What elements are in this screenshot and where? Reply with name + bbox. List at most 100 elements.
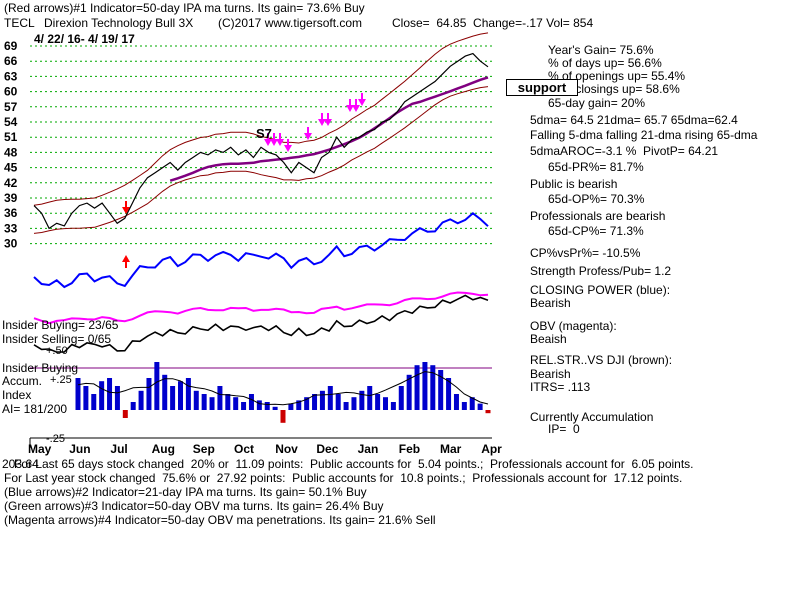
accum-bar	[193, 390, 199, 410]
obv-label: OBV (magenta):	[530, 319, 617, 333]
magenta-arrow-0	[264, 133, 272, 146]
pr-percent: 65d-PR%= 81.7%	[548, 160, 644, 174]
y-tick-69: 69	[4, 39, 18, 53]
accumulation-status: Currently Accumulation	[530, 410, 654, 424]
chart-series	[33, 32, 489, 353]
accum-minus25: -.25	[46, 433, 65, 445]
accum-bar	[422, 362, 428, 410]
accum-bar	[272, 406, 278, 410]
signal-arrows	[122, 93, 366, 268]
accum-bar	[319, 390, 325, 410]
red-arrow-down	[122, 201, 130, 214]
accum-plus25: +.25	[50, 374, 72, 386]
accum-bar	[296, 400, 302, 410]
gain-65: 65-day gain= 20%	[548, 96, 646, 110]
y-tick-45: 45	[4, 161, 18, 175]
accum-bar	[461, 402, 467, 410]
magenta-arrow-5	[318, 113, 326, 126]
accum-bar	[225, 394, 231, 410]
accum-ma-line	[77, 371, 489, 406]
accum-bar	[75, 378, 81, 410]
accum-bar	[312, 394, 318, 410]
accum-bar	[335, 394, 341, 410]
accum-bar	[114, 386, 120, 410]
op-percent: 65d-OP%= 70.3%	[548, 192, 645, 206]
x-tick-sep: Sep	[193, 442, 215, 456]
x-tick-dec: Dec	[316, 442, 338, 456]
accum-bar	[241, 402, 247, 410]
accum-label-insider: Insider Buying	[2, 361, 79, 375]
footer-magenta-arrows: (Magenta arrows)#4 Indicator=50-day OBV …	[4, 513, 436, 527]
accum-bar	[351, 397, 357, 410]
x-tick-jun: Jun	[69, 442, 90, 456]
accum-bar	[375, 394, 381, 410]
accum-bar	[185, 378, 191, 410]
closing-power-line	[33, 212, 489, 289]
accum-bar	[107, 378, 113, 410]
accum-bar	[367, 386, 373, 410]
y-tick-63: 63	[4, 69, 18, 83]
accum-bar	[130, 402, 136, 410]
accum-bar	[154, 362, 160, 410]
dma-values: 5dma= 64.5 21dma= 65.7 65dma=62.4	[530, 113, 738, 127]
public-status: Public is bearish	[530, 177, 618, 191]
relative-strength-line	[33, 294, 489, 353]
accum-bar	[453, 394, 459, 410]
price-gridlines	[30, 45, 492, 245]
closing-power-label: CLOSING POWER (blue):	[530, 283, 671, 297]
quote: Close= 64.85 Change=-.17 Vol= 854	[392, 16, 594, 30]
accum-bar	[438, 370, 444, 410]
accumulation-index-bars	[75, 362, 491, 423]
magenta-arrow-8	[352, 99, 360, 112]
accum-bar	[256, 400, 262, 410]
accum-bar	[209, 397, 215, 410]
strength-ratio: Strength Profess/Pub= 1.2	[530, 264, 672, 278]
x-tick-mar: Mar	[440, 442, 462, 456]
accum-bar	[201, 394, 207, 410]
ticker: TECL	[4, 16, 35, 30]
magenta-arrow-3	[284, 139, 292, 152]
obv-line	[33, 291, 489, 325]
accum-bar	[414, 365, 420, 410]
accum-bar	[304, 397, 310, 410]
accum-bar	[233, 397, 239, 410]
obv-status: Beaish	[530, 332, 567, 346]
x-tick-nov: Nov	[275, 442, 298, 456]
magenta-arrow-4	[304, 127, 312, 140]
ip-value: IP= 0	[548, 422, 580, 436]
y-tick-57: 57	[4, 100, 18, 114]
openings-up: % of openings up= 55.4%	[548, 69, 686, 83]
magenta-arrow-9	[358, 93, 366, 106]
y-tick-36: 36	[4, 206, 18, 220]
x-tick-oct: Oct	[234, 442, 254, 456]
ma65-line	[169, 76, 489, 182]
magenta-arrow-1	[270, 133, 278, 146]
accum-label-accum: Accum.	[2, 374, 43, 388]
accum-bar	[122, 410, 128, 418]
cp-percent: 65d-CP%= 71.3%	[548, 224, 644, 238]
accum-bar	[170, 386, 176, 410]
accum-bar	[430, 365, 436, 410]
insider-buying: Insider Buying= 23/65	[2, 318, 119, 332]
lower-band-line	[33, 86, 489, 234]
accum-bar	[99, 381, 105, 410]
accum-bar	[446, 378, 452, 410]
accum-bar	[485, 410, 491, 414]
accum-plus50: +.50	[46, 345, 68, 357]
price-line	[33, 52, 489, 230]
itrs-value: ITRS= .113	[530, 380, 591, 394]
cp-vs-pr: CP%vsPr%= -10.5%	[530, 246, 641, 260]
footer-blue-arrows: (Blue arrows)#2 Indicator=21-day IPA ma …	[4, 485, 367, 499]
indicator1-text: (Red arrows)#1 Indicator=50-day IPA ma t…	[4, 1, 365, 15]
magenta-arrow-7	[346, 99, 354, 112]
relstr-label: REL.STR..VS DJI (brown):	[530, 353, 673, 367]
accum-bar	[398, 386, 404, 410]
date-range: 4/ 22/ 16- 4/ 19/ 17	[34, 32, 135, 46]
accum-bar	[138, 390, 144, 410]
accum-bar	[327, 386, 333, 410]
years-gain: Year's Gain= 75.6%	[548, 43, 654, 57]
dma-aroc: 5dmaAROC=-3.1 % PivotP= 64.21	[530, 144, 719, 158]
y-tick-60: 60	[4, 85, 18, 99]
